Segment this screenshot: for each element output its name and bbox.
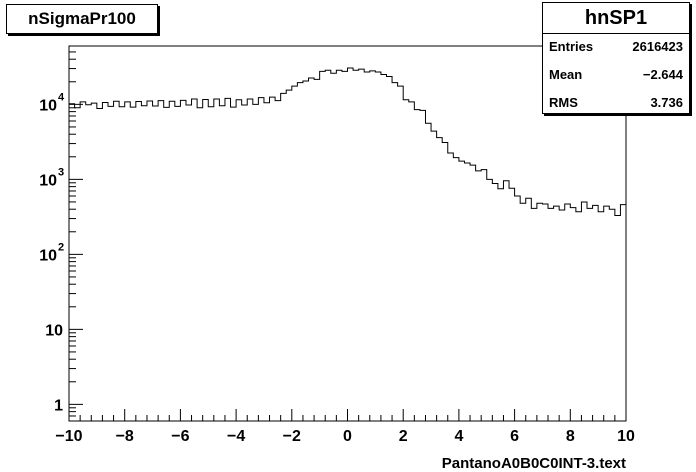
stats-rms-label: RMS xyxy=(549,95,578,110)
stats-row-rms: RMS 3.736 xyxy=(549,95,683,115)
y-tick-label: 102 xyxy=(39,241,64,264)
x-tick-label: 8 xyxy=(566,428,575,445)
y-tick-exponent: 3 xyxy=(58,166,64,178)
y-tick-label: 10 3 xyxy=(39,166,64,189)
histogram-line xyxy=(69,67,626,216)
y-tick-base: 10 xyxy=(45,322,63,339)
x-tick-label: −6 xyxy=(171,428,189,445)
x-tick-label: −4 xyxy=(227,428,245,445)
y-tick-exponent: 4 xyxy=(58,91,65,103)
x-tick-label: −10 xyxy=(55,428,82,445)
stats-entries-label: Entries xyxy=(549,39,594,54)
stats-row-entries: Entries 2616423 xyxy=(549,39,683,59)
stats-box: hnSP1 Entries 2616423 Mean −2.644 RMS 3.… xyxy=(542,2,690,114)
stats-rms-value: 3.736 xyxy=(650,95,683,110)
y-tick-label: 10 xyxy=(45,322,63,339)
x-tick-label: 2 xyxy=(399,428,408,445)
x-axis: −10 −8 −6 −4 −2 0 2 4 6 8 10 xyxy=(55,409,635,445)
x-tick-label: 4 xyxy=(454,428,463,445)
y-tick-label: 1 xyxy=(54,397,63,414)
y-tick-exponent: 2 xyxy=(58,241,64,253)
y-tick-base: 10 xyxy=(39,172,57,189)
stats-histogram-name: hnSP1 xyxy=(543,3,689,34)
y-tick-label: 10 4 xyxy=(39,91,65,114)
stats-mean-value: −2.644 xyxy=(642,67,683,82)
chart-title: nSigmaPr100 xyxy=(6,4,158,34)
x-tick-label: 0 xyxy=(343,428,352,445)
y-tick-base: 1 xyxy=(54,397,63,414)
y-tick-base: 10 xyxy=(39,247,57,264)
x-tick-label: −8 xyxy=(116,428,134,445)
stats-row-mean: Mean −2.644 xyxy=(549,67,683,87)
stats-mean-label: Mean xyxy=(549,67,583,82)
x-tick-label: 6 xyxy=(510,428,519,445)
x-tick-label: 10 xyxy=(617,428,635,445)
y-tick-base: 10 xyxy=(39,97,57,114)
x-axis-label: PantanoA0B0C0INT-3.text xyxy=(442,455,626,472)
stats-entries-value: 2616423 xyxy=(632,39,683,54)
x-tick-label: −2 xyxy=(283,428,301,445)
